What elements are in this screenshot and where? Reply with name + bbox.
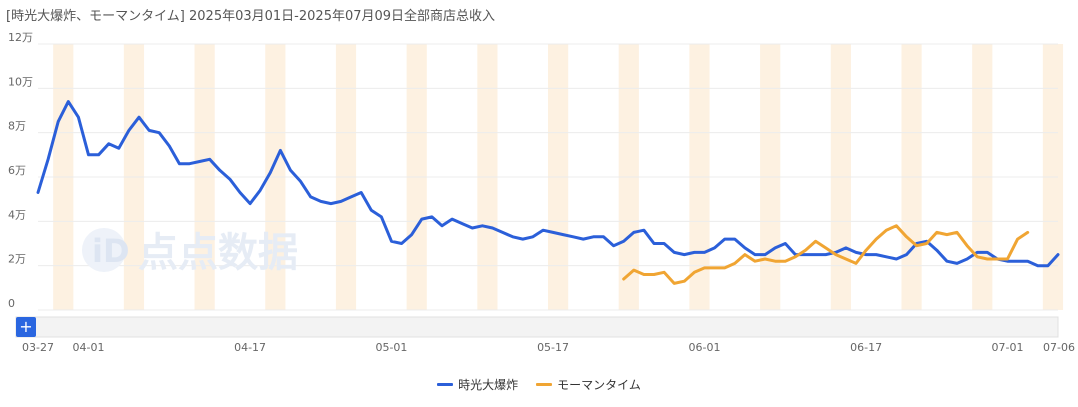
series-line-0 (36, 100, 1060, 268)
x-tick-label: 06-17 (850, 341, 882, 354)
x-tick-label: 06-01 (689, 341, 721, 354)
x-tick-label: 05-01 (375, 341, 407, 354)
x-axis-labels: 03-27 04-01 04-17 05-01 05-17 06-01 06-17 07-01… (22, 341, 1075, 354)
series-lines (36, 100, 1060, 285)
x-tick-label: 07-06 (1043, 341, 1075, 354)
y-axis-labels: 0 2万 4万 6万 8万 10万 12万 (8, 31, 33, 310)
x-tick-label: 04-01 (73, 341, 105, 354)
legend-swatch (536, 383, 553, 386)
legend-label: 時光大爆炸 (458, 378, 519, 392)
y-tick-label: 8万 (8, 120, 26, 133)
series-line-1 (622, 224, 1030, 285)
x-tick-label: 03-27 (22, 341, 54, 354)
y-tick-label: 6万 (8, 164, 26, 177)
legend-item-0[interactable]: 時光大爆炸 (437, 376, 518, 393)
svg-text:iD: iD (92, 232, 130, 270)
chart-title: [時光大爆炸、モーマンタイム] 2025年03月01日-2025年07月09日全… (6, 9, 496, 24)
y-tick-label: 10万 (8, 75, 33, 88)
legend-swatch (437, 383, 454, 386)
y-tick-label: 12万 (8, 31, 33, 44)
y-tick-label: 2万 (8, 253, 26, 266)
watermark-logo: iD (82, 228, 130, 272)
zoom-button[interactable]: + (16, 317, 36, 337)
x-tick-label: 07-01 (992, 341, 1024, 354)
x-tick-label: 05-17 (537, 341, 569, 354)
gridlines (38, 43, 1058, 311)
y-tick-label: 4万 (8, 208, 26, 221)
zoom-slider-track[interactable] (15, 316, 1059, 338)
legend-item-1[interactable]: モーマンタイム (536, 376, 641, 393)
watermark-text: 点点数据 (138, 230, 298, 276)
legend: 時光大爆炸 モーマンタイム (0, 376, 1078, 393)
x-tick-label: 04-17 (234, 341, 266, 354)
legend-label: モーマンタイム (557, 378, 641, 392)
y-tick-label: 0 (8, 297, 15, 310)
